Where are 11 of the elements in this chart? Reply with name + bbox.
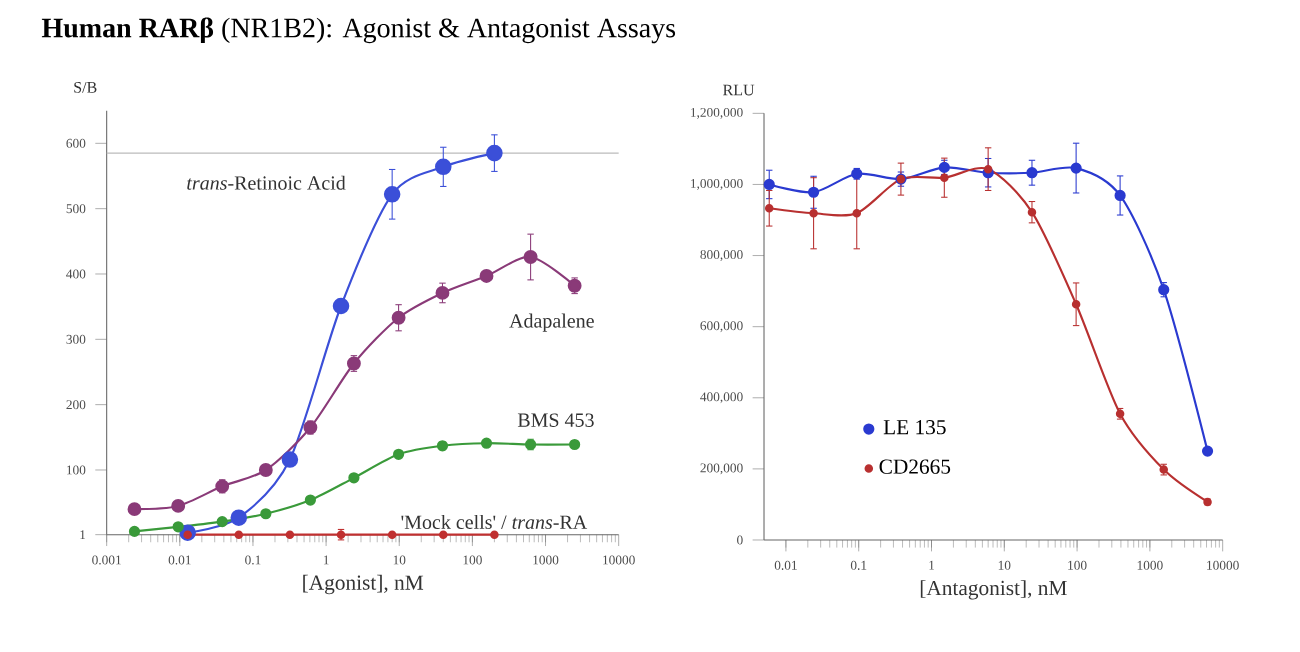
- legend-label: 'Mock cells' / trans-RA: [401, 514, 588, 529]
- legend-label: LE 135: [883, 420, 946, 435]
- x-axis-title: [Antagonist], nM: [920, 580, 1067, 600]
- series-label: Adapalene: [509, 313, 594, 332]
- series-label: BMS 453: [517, 413, 594, 427]
- y-axis-title: S/B: [74, 81, 97, 93]
- x-axis-title: [Agonist], nM: [303, 574, 424, 595]
- chart-title: Human RARβ (NR1B2): Agonist & Antagonist Assays: [41, 17, 676, 44]
- legend-label: CD2665: [879, 459, 951, 474]
- series-label: trans-Retinoic Acid: [187, 175, 346, 190]
- y-axis-title: RLU: [723, 84, 755, 96]
